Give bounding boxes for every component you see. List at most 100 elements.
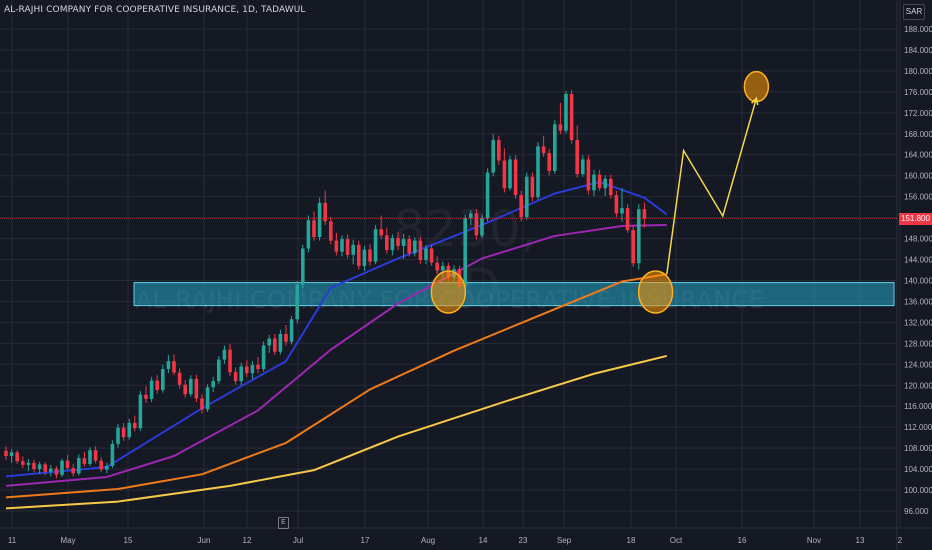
candle-body xyxy=(418,240,423,261)
candle-body xyxy=(441,265,445,271)
candle-body xyxy=(407,239,411,254)
candle-body xyxy=(631,230,635,264)
candle-body xyxy=(211,381,215,388)
y-tick-label: 148.000 xyxy=(904,235,932,244)
candle-body xyxy=(334,240,339,252)
highlight-circle xyxy=(430,270,467,314)
candle-body xyxy=(71,468,75,474)
candle-body xyxy=(373,229,378,262)
candle-body xyxy=(189,378,193,395)
candle-body xyxy=(597,174,602,189)
candle-body xyxy=(513,159,518,196)
candle-body xyxy=(4,450,8,456)
candle-body xyxy=(390,238,395,251)
candle-body xyxy=(553,124,557,171)
moving-average-2 xyxy=(5,223,667,487)
y-tick-label: 156.000 xyxy=(904,193,932,202)
candle-body xyxy=(586,159,591,191)
candle-body xyxy=(609,178,613,196)
candle-body xyxy=(323,202,327,222)
y-tick-label: 120.000 xyxy=(904,381,932,390)
candle-body xyxy=(217,359,221,382)
candle-body xyxy=(256,364,260,370)
candle-body xyxy=(105,465,109,470)
highlight-circle xyxy=(637,270,674,314)
candle-body xyxy=(474,213,479,236)
candle-body xyxy=(9,452,14,456)
x-tick-label: 14 xyxy=(479,536,488,545)
candle-body xyxy=(491,140,495,173)
candle-body xyxy=(306,220,311,249)
y-tick-label: 144.000 xyxy=(904,256,932,265)
y-tick-label: 184.000 xyxy=(904,46,932,55)
y-tick-label: 104.000 xyxy=(904,465,932,474)
y-tick-label: 180.000 xyxy=(904,67,932,76)
x-tick-label: 16 xyxy=(738,536,747,545)
x-tick-label: 2 xyxy=(898,536,903,545)
candle-body xyxy=(508,159,512,189)
candle-body xyxy=(60,460,64,475)
y-tick-label: 100.000 xyxy=(904,486,932,495)
candle-body xyxy=(194,378,199,399)
candle-body xyxy=(547,153,551,171)
candle-body xyxy=(250,364,255,374)
candle-body xyxy=(385,235,389,251)
candle-body xyxy=(127,422,131,438)
candle-body xyxy=(200,398,204,410)
candle-body xyxy=(637,209,641,264)
last-price-tag: 151.800 xyxy=(899,212,932,225)
candle-body xyxy=(317,202,322,237)
x-tick-label: Aug xyxy=(421,536,435,545)
x-tick-label: 11 xyxy=(8,536,17,545)
candle-body xyxy=(26,462,31,465)
currency-button[interactable]: SAR xyxy=(903,4,925,20)
candle-body xyxy=(525,176,529,218)
candle-body xyxy=(592,174,596,191)
candle-body xyxy=(614,195,619,214)
y-tick-label: 112.000 xyxy=(904,423,932,432)
x-tick-label: 18 xyxy=(627,536,636,545)
candle-body xyxy=(15,452,19,462)
candle-body xyxy=(172,361,176,373)
candle-body xyxy=(121,427,126,438)
candle-body xyxy=(245,366,249,374)
candle-body xyxy=(575,140,579,175)
y-tick-label: 108.000 xyxy=(904,444,932,453)
chart-title: AL-RAJHI COMPANY FOR COOPERATIVE INSURAN… xyxy=(4,5,306,15)
candle-body xyxy=(530,176,535,198)
candle-body xyxy=(49,468,53,472)
candle-body xyxy=(233,372,238,382)
candle-body xyxy=(82,458,87,464)
candle-body xyxy=(155,380,159,390)
candle-body xyxy=(463,218,467,287)
candle-body xyxy=(295,284,299,320)
x-tick-label: May xyxy=(60,536,75,545)
x-tick-label: 15 xyxy=(124,536,133,545)
candle-body xyxy=(43,464,47,472)
candle-body xyxy=(368,249,372,262)
candle-body xyxy=(558,124,563,131)
candle-body xyxy=(37,464,42,470)
candle-body xyxy=(144,394,148,399)
candle-body xyxy=(620,208,624,214)
candle-body xyxy=(267,338,271,346)
y-tick-label: 188.000 xyxy=(904,25,932,34)
candle-body xyxy=(413,240,417,254)
x-tick-label: Sep xyxy=(557,536,572,545)
candle-body xyxy=(278,333,283,352)
candle-body xyxy=(54,468,59,475)
y-tick-label: 176.000 xyxy=(904,88,932,97)
y-tick-label: 140.000 xyxy=(904,276,932,285)
moving-average-3 xyxy=(5,273,667,499)
x-tick-label: Jul xyxy=(293,536,303,545)
y-tick-label: 124.000 xyxy=(904,360,932,369)
candle-body xyxy=(362,249,367,266)
candle-body xyxy=(357,244,361,266)
candle-body xyxy=(205,387,210,410)
earnings-badge[interactable]: E xyxy=(278,517,289,529)
y-tick-label: 136.000 xyxy=(904,297,932,306)
candle-body xyxy=(401,239,406,246)
forecast-arrowhead xyxy=(751,96,759,106)
candle-body xyxy=(345,239,350,255)
